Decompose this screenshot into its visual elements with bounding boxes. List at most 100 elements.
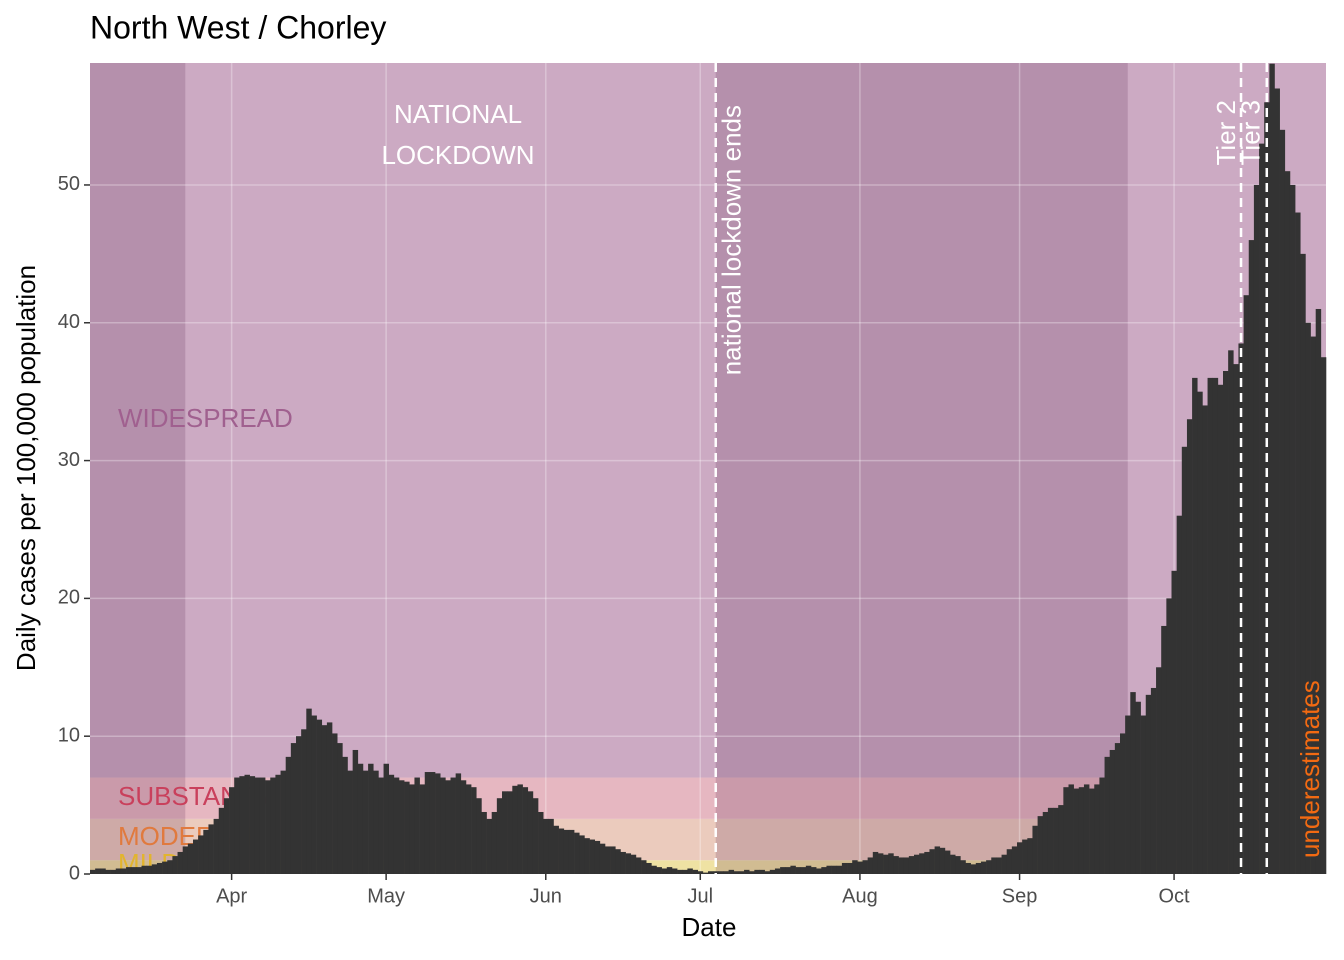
y-tick-label: 10 xyxy=(58,724,80,746)
bar xyxy=(1300,253,1306,874)
bar xyxy=(682,869,688,874)
bar xyxy=(857,861,863,874)
bar xyxy=(496,798,503,874)
bar xyxy=(357,763,364,874)
x-tick-label: Jul xyxy=(687,885,713,907)
bar xyxy=(1150,687,1157,874)
bar xyxy=(332,733,338,874)
bar xyxy=(1022,839,1028,874)
bar xyxy=(275,774,281,874)
bar xyxy=(1042,811,1049,874)
bar xyxy=(687,868,693,874)
bar xyxy=(1032,825,1038,874)
bar xyxy=(548,818,554,874)
bar xyxy=(1099,777,1105,874)
bar xyxy=(378,777,384,874)
bar xyxy=(347,770,353,874)
bar xyxy=(517,784,523,874)
bar xyxy=(1202,405,1208,874)
bar xyxy=(311,715,317,874)
bar xyxy=(924,851,930,874)
bar xyxy=(1120,733,1126,874)
bar xyxy=(944,850,951,874)
bar xyxy=(780,867,786,874)
bar xyxy=(1279,129,1286,875)
bar xyxy=(744,869,750,874)
bar xyxy=(1295,212,1301,874)
bar xyxy=(605,846,611,874)
bar xyxy=(620,851,626,874)
bar xyxy=(306,708,312,874)
bar xyxy=(239,776,245,874)
event-label: national lockdown ends xyxy=(717,105,747,375)
bar xyxy=(424,772,431,874)
bar xyxy=(265,780,271,874)
bar xyxy=(1310,336,1316,875)
bar xyxy=(244,774,250,874)
bar xyxy=(769,869,776,874)
bar xyxy=(399,780,405,874)
x-tick-label: Sep xyxy=(1002,885,1038,907)
bar xyxy=(795,867,801,874)
bar xyxy=(563,829,570,874)
bar xyxy=(1089,788,1095,874)
period-shade xyxy=(90,63,186,874)
bar xyxy=(697,871,704,874)
bar xyxy=(198,835,204,874)
bar xyxy=(440,777,446,874)
bar xyxy=(131,867,137,874)
bar xyxy=(486,818,492,874)
bar xyxy=(1078,787,1085,874)
bar xyxy=(208,824,214,874)
bar xyxy=(1315,308,1322,874)
bar xyxy=(728,869,735,874)
level-label: WIDESPREAD xyxy=(118,403,293,433)
bar xyxy=(270,777,276,874)
bar xyxy=(934,846,941,874)
bar xyxy=(790,865,796,874)
bar xyxy=(146,865,153,874)
bar xyxy=(162,861,168,874)
bar xyxy=(229,787,235,874)
bar xyxy=(1047,807,1054,874)
bar xyxy=(1006,849,1013,874)
bar xyxy=(733,871,740,874)
bar xyxy=(1259,143,1265,874)
bar xyxy=(738,871,745,874)
bar xyxy=(187,843,194,874)
bar xyxy=(337,743,343,874)
bar xyxy=(1284,171,1291,875)
bar xyxy=(151,864,158,874)
bar xyxy=(903,857,910,874)
bar xyxy=(1017,842,1023,874)
event-label: Tier 2 xyxy=(1211,100,1241,166)
bar xyxy=(579,835,585,874)
bar xyxy=(615,849,621,874)
bar xyxy=(929,849,935,874)
bar xyxy=(167,860,173,874)
y-tick-label: 50 xyxy=(58,173,80,195)
bar xyxy=(677,869,683,874)
bar xyxy=(584,838,590,874)
bar xyxy=(393,777,400,874)
bar xyxy=(893,856,899,874)
bar xyxy=(970,864,977,874)
bar xyxy=(373,770,379,874)
bar xyxy=(965,862,971,874)
bar xyxy=(419,784,426,874)
bar xyxy=(527,791,534,874)
bar xyxy=(301,729,307,874)
bar xyxy=(574,832,580,874)
bar xyxy=(919,853,925,874)
bar xyxy=(558,828,565,874)
bar xyxy=(110,869,117,874)
bar xyxy=(1212,377,1219,874)
x-tick-label: Oct xyxy=(1159,885,1191,907)
bar xyxy=(847,862,853,874)
y-tick-label: 20 xyxy=(58,587,80,609)
bar xyxy=(610,846,616,874)
y-tick-label: 0 xyxy=(69,862,80,884)
bar xyxy=(877,853,884,874)
bar xyxy=(908,856,915,874)
bar xyxy=(1305,322,1311,874)
